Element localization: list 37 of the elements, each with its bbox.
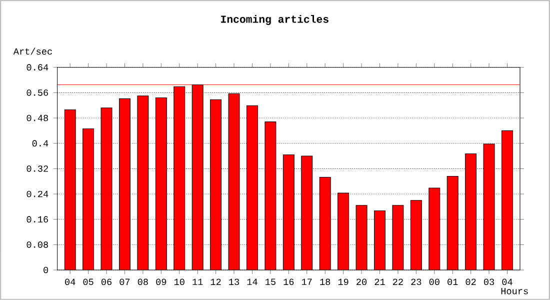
y-axis-title: Art/sec xyxy=(13,48,52,55)
y-tick-label: 0.56 xyxy=(26,90,48,96)
x-tick-label: 05 xyxy=(83,278,94,286)
x-tick-label: 07 xyxy=(120,278,130,286)
x-tick-label: 03 xyxy=(484,278,494,286)
x-tick-label: 19 xyxy=(338,278,348,286)
y-tick-label: 0.4 xyxy=(32,140,48,146)
x-tick-label: 13 xyxy=(229,278,240,286)
x-tick-label: 02 xyxy=(466,278,476,286)
x-axis-title: Hours xyxy=(501,288,528,294)
y-tick-label: 0.48 xyxy=(26,114,48,122)
x-tick-label: 23 xyxy=(411,278,422,286)
x-tick-label: 08 xyxy=(138,278,148,286)
x-tick-label: 22 xyxy=(393,278,403,285)
y-tick-label: 0.16 xyxy=(26,216,48,222)
x-tick-label: 16 xyxy=(284,278,294,286)
x-tick-label: 15 xyxy=(266,278,276,285)
chart-title: Incoming articles xyxy=(221,14,328,25)
x-tick-label: 21 xyxy=(374,278,385,285)
x-tick-label: 04 xyxy=(502,278,512,286)
x-tick-label: 09 xyxy=(156,278,166,286)
y-tick-label: 0 xyxy=(44,266,48,274)
y-tick-label: 0.32 xyxy=(26,166,48,172)
x-tick-label: 18 xyxy=(320,278,330,286)
x-tick-label: 20 xyxy=(356,278,367,286)
y-tick-label: 0.24 xyxy=(26,190,48,198)
x-tick-label: 04 xyxy=(65,278,76,286)
x-tick-label: 11 xyxy=(192,278,203,285)
x-tick-label: 06 xyxy=(101,278,112,286)
x-tick-label: 10 xyxy=(174,278,184,286)
x-tick-label: 12 xyxy=(210,278,221,285)
x-tick-label: 00 xyxy=(429,278,440,286)
y-tick-label: 0.08 xyxy=(26,242,48,248)
x-tick-label: 17 xyxy=(302,278,312,285)
y-tick-label: 0.64 xyxy=(26,64,48,71)
x-tick-label: 14 xyxy=(247,278,258,285)
x-tick-label: 01 xyxy=(448,278,458,286)
